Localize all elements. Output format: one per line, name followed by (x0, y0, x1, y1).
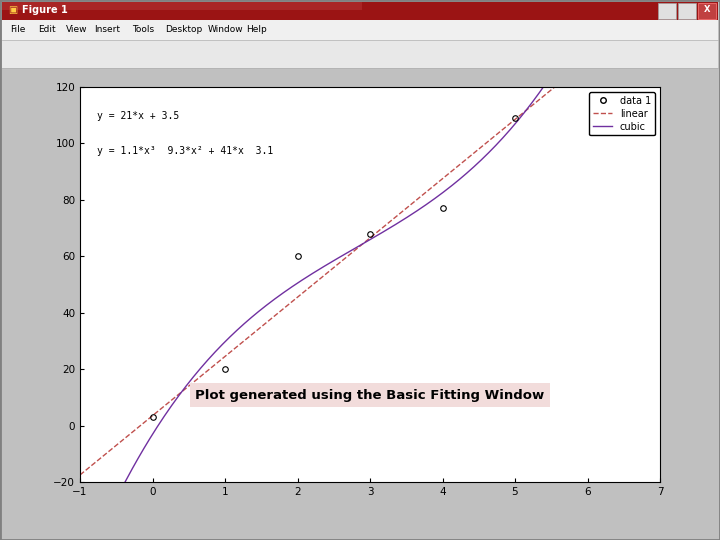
Text: View: View (66, 25, 88, 35)
Bar (2, 2, 718, 20)
Text: Insert: Insert (94, 25, 120, 35)
Text: Figure 1: Figure 1 (22, 5, 68, 15)
Text: Desktop: Desktop (165, 25, 202, 35)
Text: y = 1.1*x³  9.3*x² + 41*x  3.1: y = 1.1*x³ 9.3*x² + 41*x 3.1 (97, 146, 274, 156)
Bar (2, 40, 718, 68)
Text: Edit: Edit (38, 25, 55, 35)
Bar (698, 3, 716, 19)
Bar (2, 20, 718, 40)
Bar (2, 2, 362, 10)
Bar (678, 3, 696, 19)
Legend: data 1, linear, cubic: data 1, linear, cubic (589, 92, 655, 136)
Text: Help: Help (246, 25, 266, 35)
Text: Window: Window (208, 25, 243, 35)
Bar (2, 533, 718, 538)
Text: Plot generated using the Basic Fitting Window: Plot generated using the Basic Fitting W… (195, 389, 544, 402)
Bar (658, 3, 676, 19)
Text: ▣: ▣ (8, 5, 17, 15)
Text: y = 21*x + 3.5: y = 21*x + 3.5 (97, 111, 180, 121)
Text: Tools: Tools (132, 25, 154, 35)
Text: File: File (10, 25, 25, 35)
Text: X: X (703, 5, 710, 15)
